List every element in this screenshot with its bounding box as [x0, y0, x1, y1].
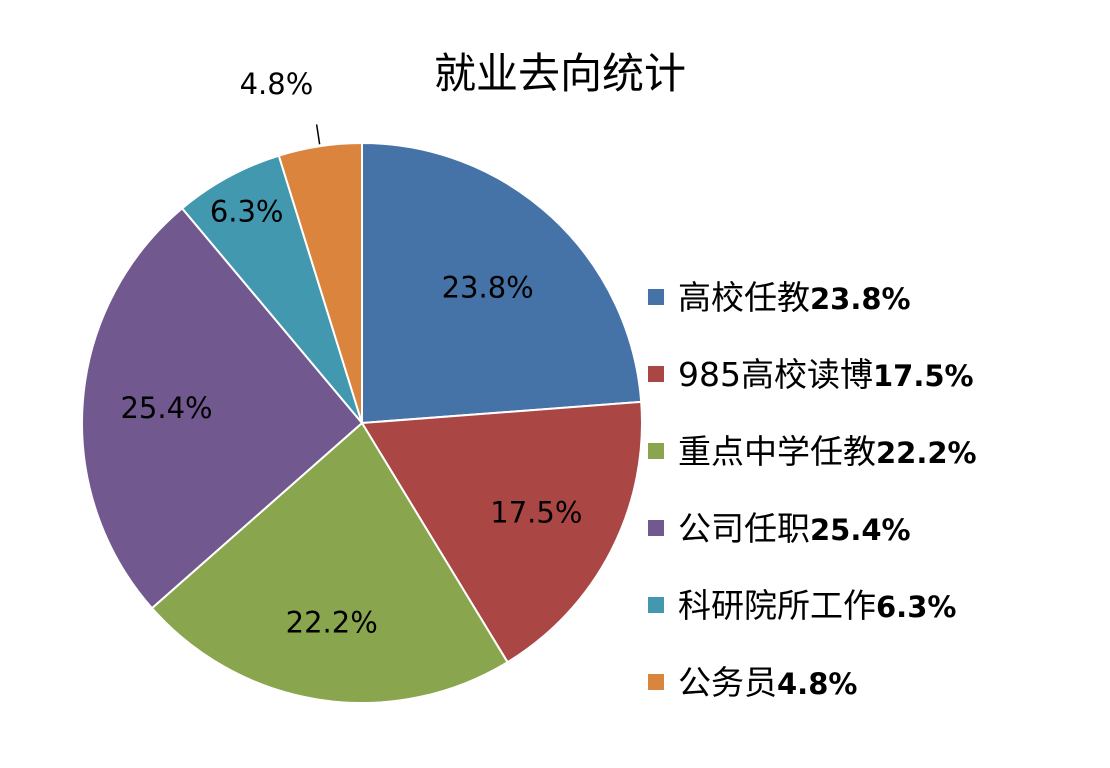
legend-percent-4: 25.4%	[810, 513, 911, 547]
pie-slice-1	[361, 141, 643, 425]
legend-item-4: 公司任职25.4%	[648, 509, 911, 548]
legend-label-5: 科研院所工作6.3%	[678, 586, 956, 625]
legend-name-6: 公务员	[678, 663, 777, 702]
slice-label-5: 6.3%	[210, 195, 284, 229]
legend-item-5: 科研院所工作6.3%	[648, 586, 956, 625]
legend-label-1: 高校任教23.8%	[678, 278, 911, 317]
legend-label-6: 公务员4.8%	[678, 663, 857, 702]
chart-title: 就业去向统计	[434, 49, 686, 98]
legend-swatch-5	[648, 597, 664, 613]
pie-slice-3	[150, 421, 509, 704]
slice-label-3: 22.2%	[286, 605, 378, 639]
legend-percent-1: 23.8%	[810, 282, 911, 316]
slice-labels: 23.8% 17.5% 22.2% 25.4% 6.3% 4.8%	[120, 67, 582, 639]
legend-swatch-2	[648, 366, 664, 382]
legend-swatch-6	[648, 674, 664, 690]
legend-percent-3: 22.2%	[876, 436, 977, 470]
legend-label-2: 985高校读博17.5%	[678, 355, 974, 394]
legend-swatch-3	[648, 443, 664, 459]
pie-slices	[81, 141, 643, 704]
legend-label-4: 公司任职25.4%	[678, 509, 911, 548]
pie-slice-6	[277, 141, 363, 424]
legend-swatch-1	[648, 289, 664, 305]
leader-line-6	[315, 124, 321, 145]
legend-percent-6: 4.8%	[777, 667, 857, 701]
legend-percent-2: 17.5%	[873, 359, 974, 393]
legend-percent-5: 6.3%	[876, 590, 956, 624]
slice-label-4: 25.4%	[120, 391, 212, 425]
slice-label-1: 23.8%	[442, 270, 534, 304]
legend-item-1: 高校任教23.8%	[648, 278, 911, 317]
pie-slice-4	[81, 206, 364, 610]
legend-name-5: 科研院所工作	[678, 586, 876, 625]
legend-swatch-4	[648, 520, 664, 536]
pie-slice-2	[360, 400, 643, 664]
legend-name-3: 重点中学任教	[678, 432, 876, 471]
legend-name-1: 高校任教	[678, 278, 810, 317]
slice-label-6: 4.8%	[240, 67, 314, 101]
slice-label-2: 17.5%	[490, 496, 582, 530]
legend-item-3: 重点中学任教22.2%	[648, 432, 977, 471]
legend-item-2: 985高校读博17.5%	[648, 355, 974, 394]
legend-name-2: 985高校读博	[678, 355, 873, 394]
legend-item-6: 公务员4.8%	[648, 663, 857, 702]
legend: 高校任教23.8% 985高校读博17.5% 重点中学任教22.2% 公司任职25.4…	[648, 278, 977, 702]
legend-name-4: 公司任职	[678, 509, 810, 548]
legend-label-3: 重点中学任教22.2%	[678, 432, 977, 471]
